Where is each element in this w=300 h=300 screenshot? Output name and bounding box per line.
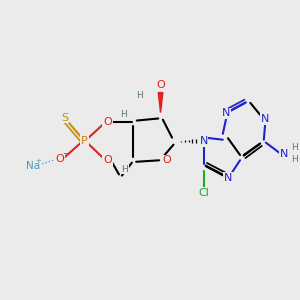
Text: H: H (292, 155, 298, 164)
Text: H: H (120, 110, 127, 119)
Text: N: N (222, 108, 231, 118)
Text: O: O (56, 154, 64, 164)
Text: N: N (280, 149, 288, 159)
Text: O: O (103, 155, 112, 165)
Text: O: O (156, 80, 165, 90)
Text: Na: Na (26, 161, 40, 171)
Text: Cl: Cl (198, 188, 209, 198)
Text: O: O (162, 155, 171, 165)
Text: N: N (261, 114, 269, 124)
Text: H: H (292, 143, 298, 152)
Text: O: O (103, 117, 112, 127)
Polygon shape (158, 93, 163, 112)
Text: S: S (61, 112, 68, 123)
Text: P: P (81, 136, 88, 146)
Text: H: H (136, 91, 142, 100)
Text: +: + (35, 158, 41, 164)
Text: H: H (121, 165, 128, 174)
Text: N: N (200, 136, 208, 146)
Text: N: N (224, 173, 232, 183)
Text: −: − (62, 149, 68, 158)
